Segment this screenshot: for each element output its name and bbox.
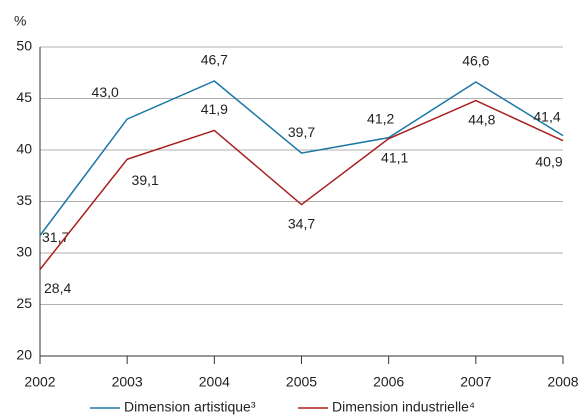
data-label: 41,9: [201, 101, 228, 117]
x-tick-label: 2004: [199, 374, 230, 390]
y-tick-label: 25: [16, 295, 32, 311]
y-tick-label: 40: [16, 141, 32, 157]
legend-label: Dimension artistique³: [124, 399, 256, 415]
x-tick-label: 2008: [547, 374, 578, 390]
data-label: 41,2: [367, 110, 394, 126]
data-label: 40,9: [535, 153, 562, 169]
data-label: 46,6: [462, 53, 489, 69]
data-label: 39,7: [288, 124, 315, 140]
series-line: [39, 99, 564, 270]
x-tick-label: 2006: [373, 374, 404, 390]
data-label: 41,4: [533, 108, 560, 124]
data-label: 46,7: [201, 52, 228, 68]
y-tick-label: 35: [16, 192, 32, 208]
data-label: 41,1: [381, 149, 408, 165]
data-label: 39,1: [132, 172, 159, 188]
y-tick-label: 45: [16, 89, 32, 105]
y-tick-label: 30: [16, 244, 32, 260]
series-line: [39, 80, 564, 236]
x-tick-label: 2005: [286, 374, 317, 390]
data-label: 28,4: [44, 280, 71, 296]
y-tick-label: 20: [16, 347, 32, 363]
data-label: 34,7: [288, 215, 315, 231]
data-label: 43,0: [92, 84, 119, 100]
data-label: 44,8: [468, 111, 495, 127]
x-tick-label: 2003: [112, 374, 143, 390]
y-tick-label: 50: [16, 38, 32, 54]
x-tick-label: 2007: [460, 374, 491, 390]
y-axis-label: %: [14, 13, 26, 29]
legend-label: Dimension industrielle⁴: [332, 399, 475, 415]
x-tick-label: 2002: [24, 374, 55, 390]
